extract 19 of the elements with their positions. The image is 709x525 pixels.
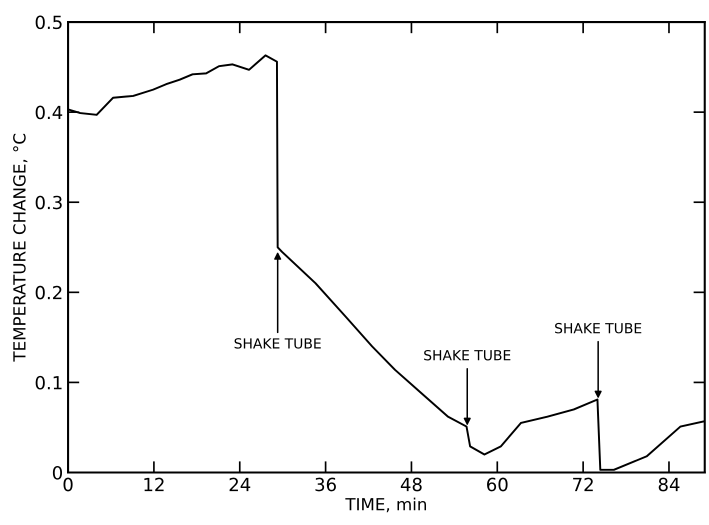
- y-tick-label: 0.5: [36, 16, 62, 30]
- x-tick-label: 36: [315, 478, 336, 492]
- y-tick-label: 0: [52, 466, 62, 480]
- y-tick-label: 0.3: [36, 196, 62, 210]
- annotation: SHAKE TUBE: [555, 322, 642, 334]
- x-tick-label: 84: [658, 478, 680, 492]
- annotation: SHAKE TUBE: [424, 350, 510, 360]
- annotation: SHAKE TUBE: [234, 338, 321, 349]
- x-tick-label: 72: [573, 478, 593, 492]
- x-axis-title: TIME, min: [345, 498, 426, 512]
- x-tick-label: 60: [487, 478, 508, 492]
- y-tick-label: 0.4: [36, 106, 62, 120]
- x-tick-label: 0: [64, 478, 73, 492]
- x-tick-label: 48: [400, 478, 422, 492]
- y-tick-label: 0.2: [36, 286, 62, 300]
- x-tick-label: 24: [230, 478, 250, 492]
- x-tick-label: 12: [144, 478, 164, 492]
- y-tick-label: 0.1: [36, 376, 62, 390]
- y-axis-title: TEMPERATURE CHANGE, °C: [13, 134, 28, 362]
